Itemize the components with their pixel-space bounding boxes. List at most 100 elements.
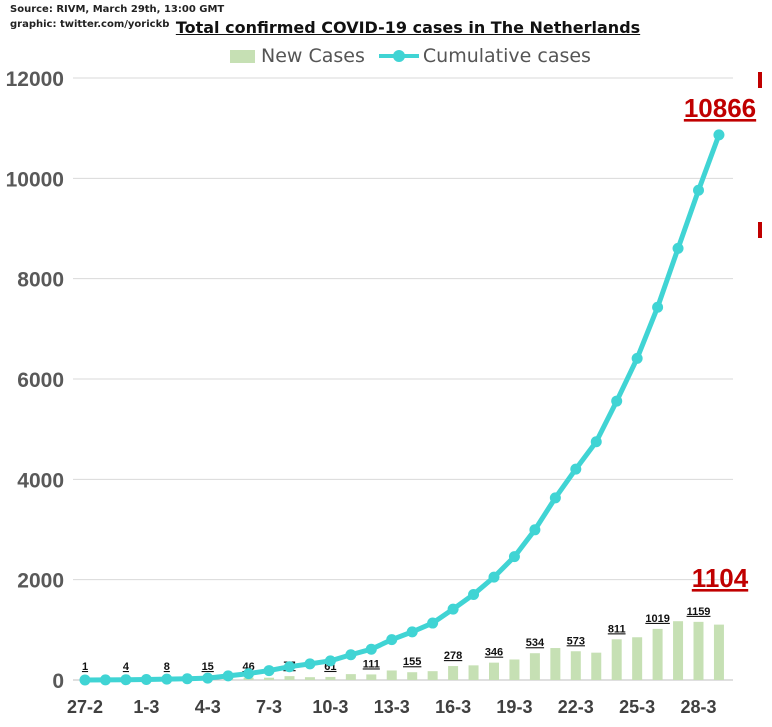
cumulative-point <box>345 649 357 661</box>
y-tick-label: 10000 <box>6 168 64 191</box>
legend-label-new-cases: New Cases <box>261 45 365 67</box>
y-tick-label: 6000 <box>17 369 64 392</box>
new-cases-bar <box>345 674 356 680</box>
bar-data-label: 534 <box>526 637 545 649</box>
x-tick-label: 19-3 <box>496 697 532 717</box>
x-tick-label: 7-3 <box>256 697 282 717</box>
cumulative-point <box>365 643 377 655</box>
cumulative-point <box>304 658 316 670</box>
cumulative-point <box>652 301 664 313</box>
edge-mark <box>758 222 762 238</box>
cumulative-point <box>488 571 500 583</box>
legend-swatch-cumulative <box>378 50 419 62</box>
cumulative-point <box>631 352 643 364</box>
cumulative-point <box>243 668 255 680</box>
y-tick-label: 8000 <box>17 269 64 292</box>
new-cases-bar <box>529 653 540 680</box>
y-tick-label: 2000 <box>17 570 64 593</box>
edge-mark <box>758 72 762 88</box>
new-cases-bar <box>386 670 397 680</box>
cumulative-point <box>529 524 541 536</box>
graphic-credit: graphic: twitter.com/yorickb <box>10 19 170 30</box>
bar-data-label: 8 <box>164 661 170 673</box>
bar-data-label: 1159 <box>687 606 711 618</box>
x-tick-label: 27-2 <box>67 697 103 717</box>
y-tick-label: 0 <box>52 670 64 693</box>
cumulative-point <box>99 674 111 686</box>
cumulative-point <box>202 672 214 684</box>
new-cases-bar <box>632 637 643 680</box>
new-cases-bar <box>304 677 315 680</box>
new-cases-bar <box>591 652 602 680</box>
cumulative-point <box>284 661 295 673</box>
x-tick-label: 25-3 <box>619 697 655 717</box>
bar-data-label: 15 <box>202 661 214 673</box>
cumulative-point <box>611 395 623 407</box>
new-cases-highlight-label: 1104 <box>692 563 749 593</box>
new-cases-bar <box>427 671 438 680</box>
cumulative-point <box>324 655 336 667</box>
cumulative-point <box>161 673 173 685</box>
bar-data-label: 4 <box>123 661 130 673</box>
chart-legend: New Cases Cumulative cases <box>230 45 591 67</box>
cumulative-point <box>447 603 459 615</box>
bar-data-label: 278 <box>444 650 462 662</box>
y-tick-label: 12000 <box>6 68 64 91</box>
bar-data-label: 155 <box>403 656 421 668</box>
bar-data-label: 346 <box>485 647 503 659</box>
cumulative-point <box>406 626 418 638</box>
cumulative-point <box>570 463 582 475</box>
cumulative-point <box>468 588 480 600</box>
bar-data-label: 1019 <box>645 613 669 625</box>
new-cases-bar <box>489 662 499 680</box>
x-tick-label: 13-3 <box>374 697 410 717</box>
new-cases-bar <box>509 659 520 680</box>
cumulative-point <box>140 673 152 685</box>
new-cases-bar <box>448 666 459 680</box>
new-cases-bar <box>325 676 336 680</box>
cumulative-point <box>713 129 725 141</box>
x-tick-label: 28-3 <box>680 697 716 717</box>
cumulative-point <box>120 674 132 686</box>
new-cases-bar <box>611 639 622 680</box>
new-cases-bar <box>693 621 704 680</box>
bar-data-label: 811 <box>608 623 626 635</box>
new-cases-bar <box>366 674 377 680</box>
new-cases-bar <box>407 672 418 680</box>
new-cases-bar <box>570 651 581 680</box>
source-note: Source: RIVM, March 29th, 13:00 GMT <box>10 4 225 15</box>
x-tick-label: 10-3 <box>312 697 348 717</box>
cumulative-point <box>427 617 439 629</box>
x-tick-label: 22-3 <box>558 697 594 717</box>
new-cases-bar <box>713 624 724 680</box>
chart-title: Total confirmed COVID-19 cases in The Ne… <box>175 18 641 37</box>
cumulative-point <box>693 184 704 196</box>
cumulative-point <box>386 634 398 646</box>
new-cases-bar <box>284 676 295 680</box>
cumulative-highlight-label: 10866 <box>684 93 756 123</box>
y-tick-label: 4000 <box>17 469 64 492</box>
x-tick-label: 1-3 <box>133 697 159 717</box>
x-tick-label: 4-3 <box>195 697 221 717</box>
new-cases-bar <box>652 628 663 680</box>
bar-data-label: 111 <box>363 658 380 670</box>
bar-data-label: 1 <box>82 661 88 673</box>
x-tick-label: 16-3 <box>435 697 471 717</box>
cumulative-point <box>590 436 602 448</box>
legend-swatch-new-cases <box>230 49 255 63</box>
cumulative-point <box>549 492 561 504</box>
cumulative-point <box>508 551 520 563</box>
new-cases-bar <box>468 665 479 680</box>
new-cases-bar <box>264 677 275 680</box>
cumulative-point <box>263 665 275 677</box>
new-cases-bar <box>673 621 684 680</box>
cumulative-point <box>79 674 91 686</box>
cumulative-line <box>84 134 722 683</box>
bar-data-label: 573 <box>567 635 585 647</box>
cumulative-point <box>181 673 193 685</box>
cumulative-point <box>222 670 234 682</box>
legend-label-cumulative: Cumulative cases <box>422 45 591 67</box>
new-cases-bar <box>550 648 561 680</box>
cumulative-point <box>672 242 684 254</box>
